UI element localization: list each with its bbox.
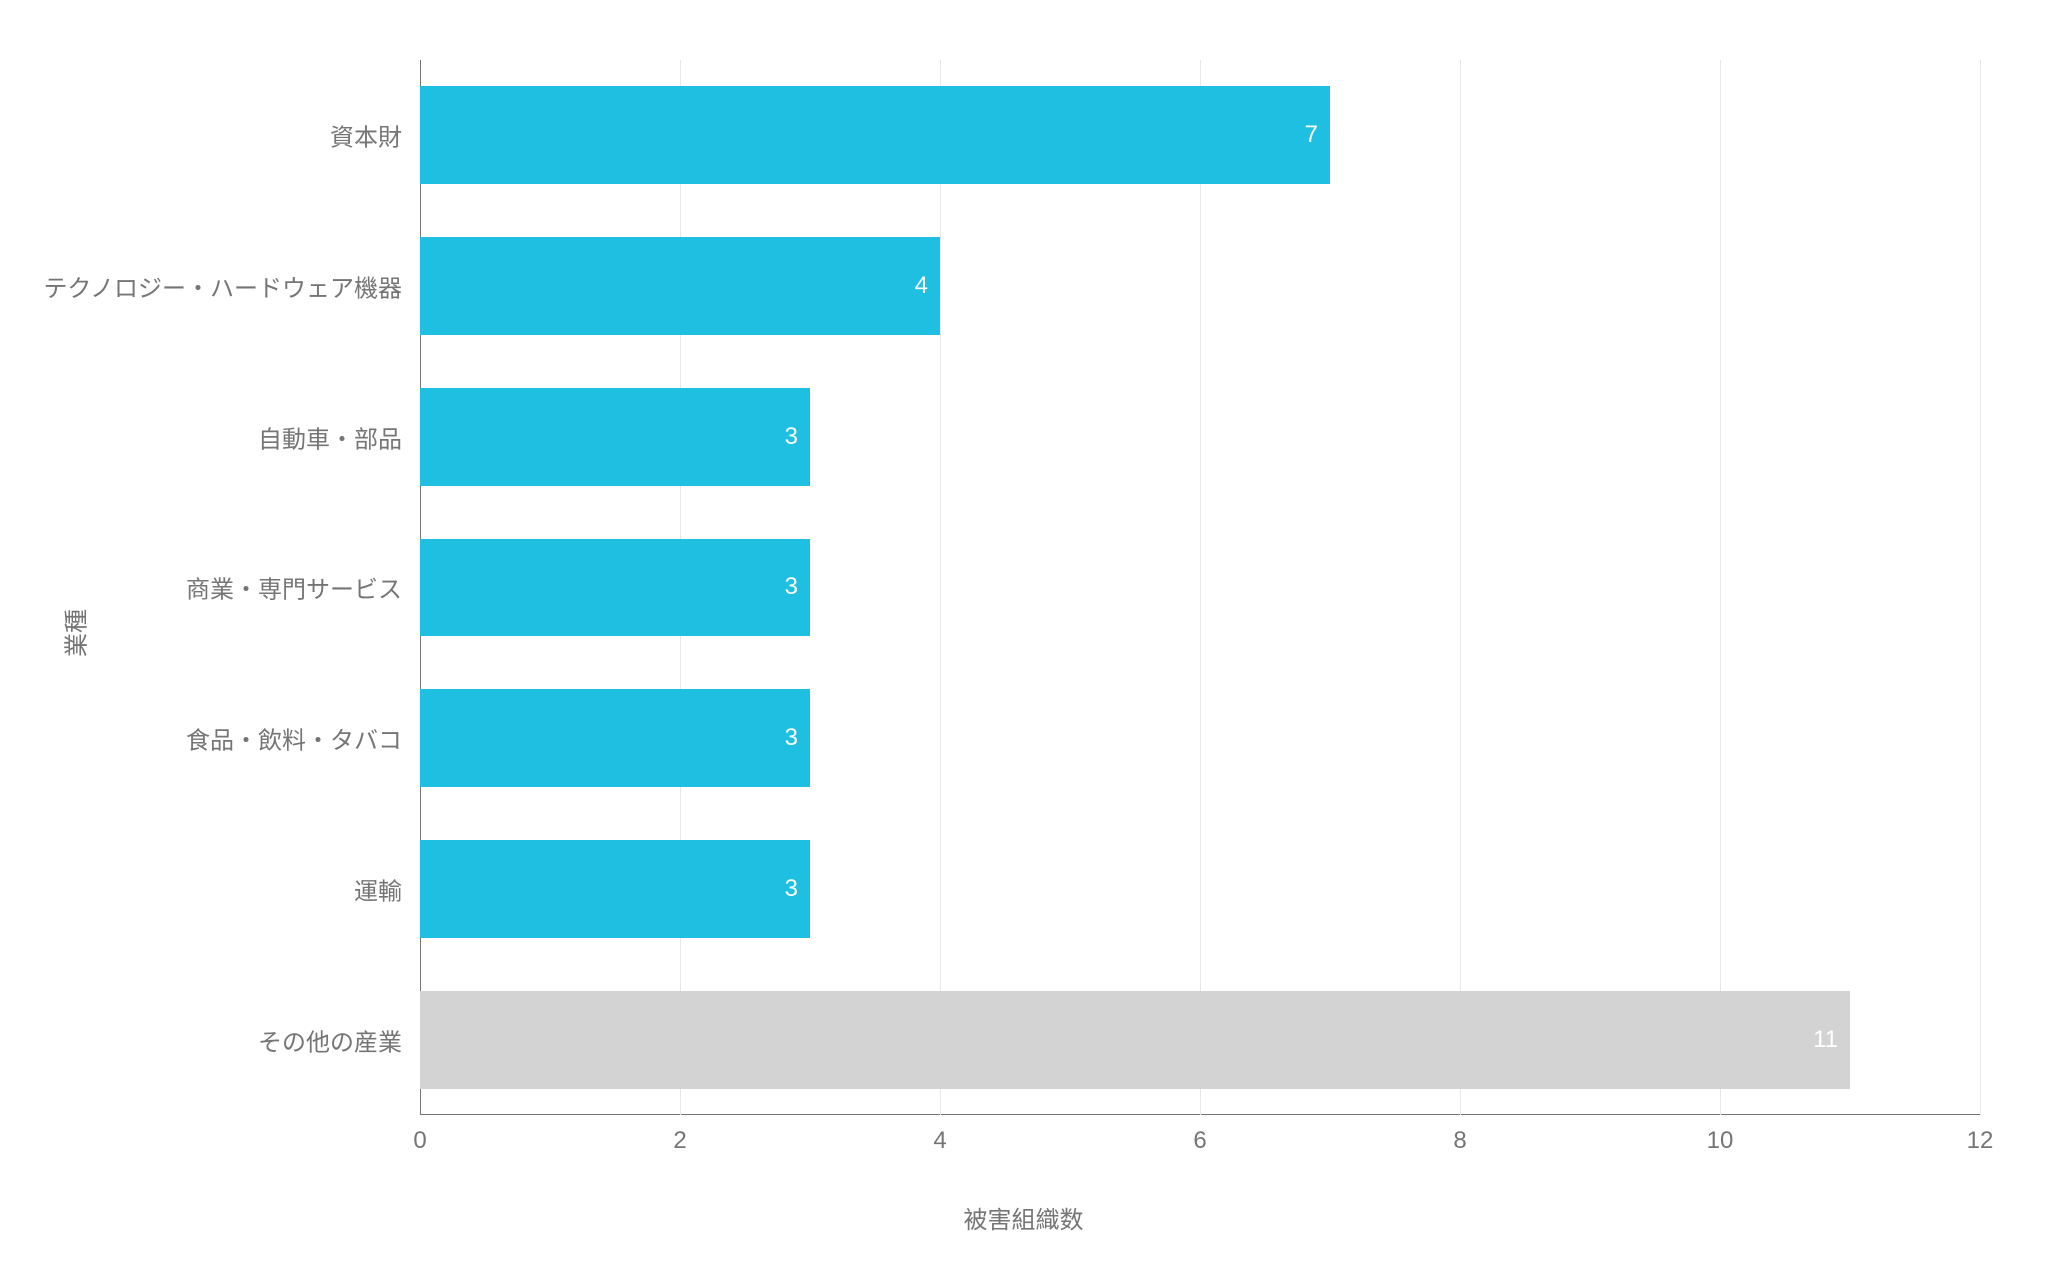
x-tick-label: 2	[673, 1115, 686, 1155]
category-label: テクノロジー・ハードウェア機器	[43, 269, 420, 304]
category-label: 資本財	[330, 118, 420, 153]
bar-row: 運輸3	[420, 840, 1980, 938]
plot-area: 024681012資本財7テクノロジー・ハードウェア機器4自動車・部品3商業・専…	[420, 60, 1980, 1115]
bar-row: 自動車・部品3	[420, 388, 1980, 486]
bar	[420, 689, 810, 787]
category-label: 商業・専門サービス	[186, 570, 420, 605]
bar-row: テクノロジー・ハードウェア機器4	[420, 237, 1980, 335]
bar-value-label: 4	[915, 272, 928, 300]
category-label: その他の産業	[258, 1022, 420, 1057]
category-label: 食品・飲料・タバコ	[186, 721, 420, 756]
gridline	[1980, 60, 1981, 1115]
bar	[420, 237, 940, 335]
bar-value-label: 3	[785, 423, 798, 451]
x-tick-label: 6	[1193, 1115, 1206, 1155]
bar	[420, 388, 810, 486]
x-tick-label: 8	[1453, 1115, 1466, 1155]
bar-row: 食品・飲料・タバコ3	[420, 689, 1980, 787]
bar-row: その他の産業11	[420, 991, 1980, 1089]
bar-value-label: 11	[1813, 1026, 1838, 1054]
category-label: 自動車・部品	[258, 419, 420, 454]
x-tick-label: 0	[413, 1115, 426, 1155]
bar-value-label: 3	[785, 875, 798, 903]
bar-value-label: 3	[785, 573, 798, 601]
bar-value-label: 7	[1305, 121, 1318, 149]
bar	[420, 539, 810, 637]
bar	[420, 86, 1330, 184]
bar-row: 資本財7	[420, 86, 1980, 184]
x-tick-label: 4	[933, 1115, 946, 1155]
category-label: 運輸	[354, 871, 420, 906]
bar	[420, 840, 810, 938]
bar	[420, 991, 1850, 1089]
bar-value-label: 3	[785, 724, 798, 752]
horizontal-bar-chart: 業種 被害組織数 024681012資本財7テクノロジー・ハードウェア機器4自動…	[0, 0, 2047, 1265]
x-tick-label: 10	[1707, 1115, 1734, 1155]
y-axis-title: 業種	[57, 609, 92, 657]
x-axis-title: 被害組織数	[964, 1200, 1084, 1235]
x-tick-label: 12	[1967, 1115, 1994, 1155]
bar-row: 商業・専門サービス3	[420, 539, 1980, 637]
